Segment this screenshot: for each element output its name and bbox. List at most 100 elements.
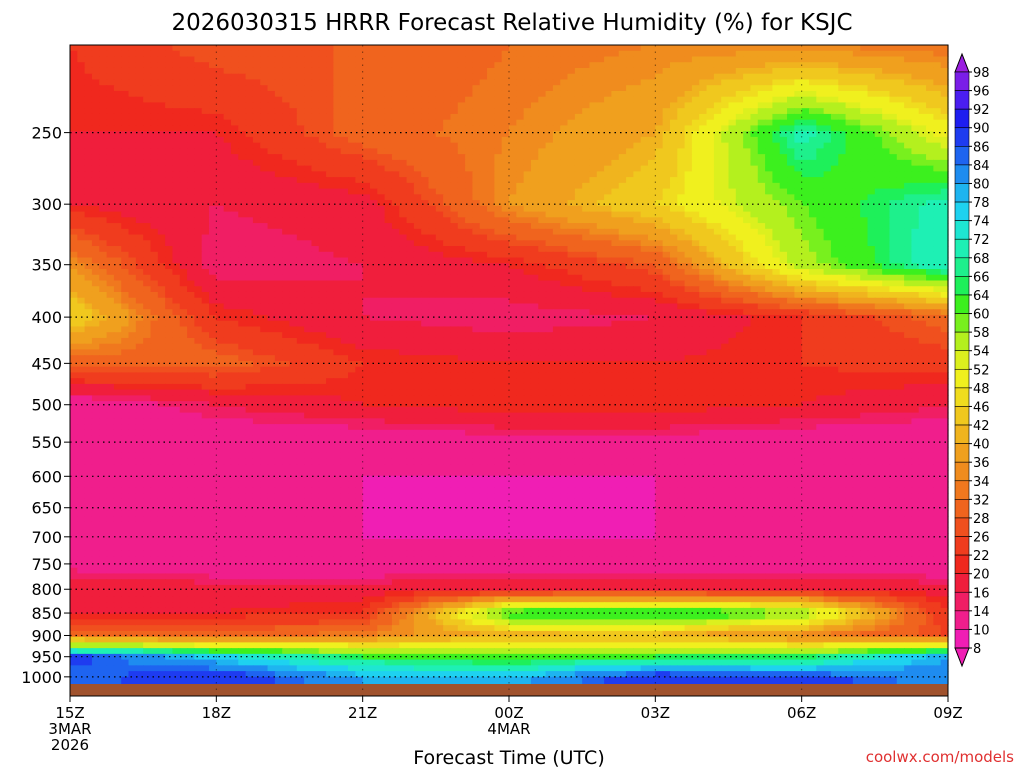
heatmap-cell (779, 223, 788, 230)
heatmap-cell (852, 73, 861, 81)
heatmap-cell (640, 131, 649, 138)
heatmap-cell (399, 79, 408, 86)
heatmap-cell (296, 217, 305, 224)
heatmap-cell (91, 56, 100, 63)
heatmap-cell (509, 62, 517, 69)
heatmap-cell (157, 205, 166, 213)
heatmap-cell (70, 251, 78, 259)
heatmap-cell (223, 50, 232, 58)
heatmap-cell (121, 119, 130, 127)
heatmap-cell (128, 102, 137, 109)
heatmap-cell (494, 217, 503, 224)
heatmap-cell (413, 223, 422, 230)
heatmap-cell (882, 136, 891, 144)
heatmap-cell (187, 79, 195, 86)
heatmap-cell (194, 234, 203, 241)
heatmap-cell (391, 234, 400, 241)
heatmap-cell (757, 45, 766, 52)
heatmap-cell (209, 274, 217, 282)
heatmap-cell (787, 108, 795, 115)
heatmap-cell (552, 45, 561, 52)
heatmap-cell (201, 131, 210, 138)
heatmap-cell (596, 251, 605, 259)
heatmap-cell (677, 50, 686, 58)
heatmap-cell (135, 79, 144, 86)
heatmap-cell (860, 142, 869, 149)
heatmap-cell (691, 90, 700, 98)
heatmap-cell (377, 280, 386, 287)
heatmap-cell (801, 125, 810, 132)
heatmap-cell (421, 200, 430, 207)
heatmap-cell (626, 200, 634, 207)
heatmap-cell (238, 165, 247, 172)
heatmap-cell (457, 142, 466, 149)
heatmap-cell (596, 165, 605, 172)
heatmap-cell (296, 102, 305, 109)
heatmap-cell (443, 171, 452, 178)
heatmap-cell (435, 217, 444, 224)
heatmap-cell (808, 56, 817, 63)
heatmap-cell (735, 96, 744, 104)
heatmap-cell (648, 119, 656, 127)
heatmap-cell (201, 257, 210, 264)
heatmap-cell (457, 148, 466, 155)
heatmap-cell (399, 177, 408, 184)
heatmap-cell (772, 85, 781, 92)
heatmap-cell (874, 56, 883, 63)
heatmap-cell (487, 211, 495, 218)
heatmap-cell (77, 96, 86, 104)
heatmap-cell (530, 280, 539, 287)
heatmap-cell (750, 125, 759, 132)
heatmap-cell (743, 96, 752, 104)
heatmap-cell (135, 177, 144, 184)
heatmap-cell (933, 96, 942, 104)
heatmap-cell (472, 177, 481, 184)
heatmap-cell (465, 62, 474, 69)
heatmap-cell (926, 73, 934, 81)
heatmap-cell (838, 240, 847, 247)
heatmap-cell (84, 90, 93, 98)
heatmap-cell (852, 217, 861, 224)
heatmap-cell (545, 240, 554, 247)
heatmap-cell (457, 223, 466, 230)
heatmap-cell (830, 90, 839, 98)
heatmap-cell (333, 280, 342, 287)
heatmap-cell (648, 45, 656, 52)
heatmap-cell (728, 171, 737, 178)
heatmap-cell (816, 194, 825, 201)
heatmap-cell (552, 165, 561, 172)
heatmap-cell (926, 240, 934, 247)
heatmap-cell (501, 85, 510, 92)
heatmap-cell (743, 108, 752, 115)
heatmap-cell (472, 45, 481, 52)
heatmap-cell (808, 177, 817, 184)
heatmap-cell (589, 108, 598, 115)
heatmap-cell (487, 159, 495, 167)
heatmap-cell (223, 45, 232, 52)
heatmap-cell (333, 257, 342, 264)
heatmap-cell (735, 171, 744, 178)
heatmap-cell (882, 73, 891, 81)
heatmap-cell (384, 263, 393, 270)
heatmap-cell (845, 131, 854, 138)
heatmap-cell (640, 142, 649, 149)
heatmap-cell (626, 228, 634, 236)
heatmap-cell (794, 257, 803, 264)
heatmap-cell (260, 56, 269, 63)
heatmap-cell (691, 108, 700, 115)
heatmap-cell (421, 102, 430, 109)
heatmap-cell (830, 269, 839, 276)
heatmap-cell (421, 62, 430, 69)
heatmap-cell (318, 251, 327, 259)
heatmap-cell (713, 62, 722, 69)
heatmap-cell (311, 96, 320, 104)
heatmap-cell (926, 165, 934, 172)
heatmap-cell (882, 251, 891, 259)
heatmap-cell (472, 234, 481, 241)
heatmap-cell (318, 50, 327, 58)
heatmap-cell (238, 211, 247, 218)
heatmap-cell (413, 56, 422, 63)
heatmap-cell (377, 182, 386, 190)
heatmap-cell (852, 200, 861, 207)
heatmap-cell (165, 45, 174, 52)
